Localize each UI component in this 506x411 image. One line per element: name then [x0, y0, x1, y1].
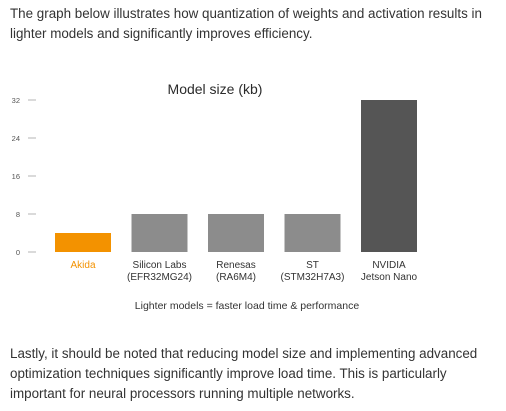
- bar-3: [208, 214, 264, 252]
- x-tick-label: Silicon Labs: [133, 260, 187, 271]
- x-tick-label: NVIDIA: [372, 260, 406, 271]
- x-axis-labels: Akida Silicon Labs(EFR32MG24) Renesas(RA6M…: [70, 260, 417, 283]
- y-tick-label: 8: [16, 210, 20, 219]
- x-tick-label: Akida: [70, 260, 95, 271]
- bar-1: [55, 233, 111, 252]
- closing-paragraph: Lastly, it should be noted that reducing…: [10, 346, 478, 401]
- y-tick-label: 32: [12, 96, 20, 105]
- chart-caption: Lighter models = faster load time & perf…: [135, 300, 360, 312]
- bars: [55, 100, 417, 252]
- bar-5: [361, 100, 417, 252]
- intro-paragraph: The graph below illustrates how quantiza…: [10, 6, 482, 41]
- x-tick-label-line2: (STM32H7A3): [281, 272, 345, 283]
- model-size-bar-chart: Model size (kb) 32 24 16 8 0 Akida Silicon La…: [12, 81, 418, 312]
- x-tick-label-line2: (RA6M4): [216, 272, 256, 283]
- x-tick-label-line2: Jetson Nano: [361, 272, 418, 283]
- bar-4: [284, 214, 341, 252]
- y-tick-label: 0: [16, 248, 20, 257]
- x-tick-label-line2: (EFR32MG24): [127, 272, 192, 283]
- y-tick-label: 16: [12, 172, 20, 181]
- x-tick-label: Renesas: [216, 260, 255, 271]
- y-tick-label: 24: [12, 134, 20, 143]
- x-tick-label: ST: [306, 260, 319, 271]
- y-axis: 32 24 16 8 0: [12, 96, 36, 257]
- chart-title: Model size (kb): [168, 81, 263, 97]
- bar-2: [131, 214, 188, 252]
